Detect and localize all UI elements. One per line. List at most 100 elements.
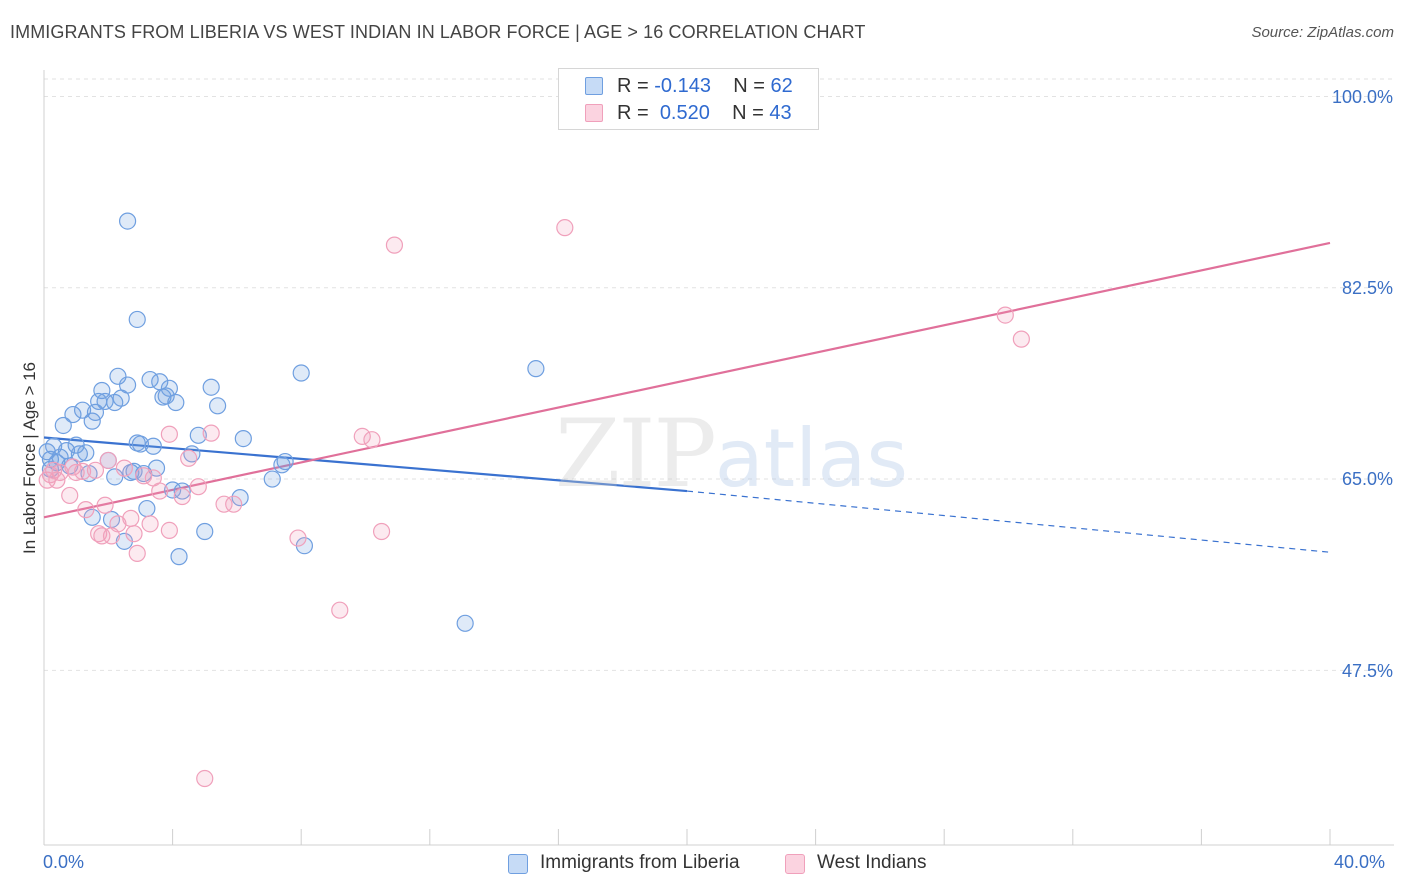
- zipatlas-watermark: ZIPatlas: [555, 400, 908, 509]
- point-west-indians-5: [61, 486, 79, 505]
- point-west-indians-7: [67, 463, 85, 482]
- legend-label-liberia: Immigrants from Liberia: [540, 852, 740, 873]
- point-west-indians-42: [1012, 330, 1030, 348]
- legend-swatch-liberia: [585, 77, 603, 95]
- point-west-indians-9: [77, 501, 95, 519]
- point-west-indians-12: [93, 527, 111, 545]
- chart-title: IMMIGRANTS FROM LIBERIA VS WEST INDIAN I…: [10, 22, 866, 42]
- point-liberia-3: [45, 437, 63, 455]
- legend-n-label-west-indians: N =: [732, 102, 764, 124]
- point-liberia-55: [263, 470, 281, 488]
- point-liberia-43: [160, 379, 178, 397]
- point-west-indians-41: [996, 306, 1014, 324]
- y-axis-title: In Labor Force | Age > 16: [20, 361, 39, 555]
- point-liberia-6: [54, 416, 72, 435]
- point-liberia-56: [276, 452, 294, 471]
- point-west-indians-40: [556, 219, 574, 237]
- point-west-indians-31: [202, 424, 220, 442]
- legend-swatch-liberia-bottom: [508, 854, 528, 874]
- y-tick-label-82-5: 82.5%: [1341, 278, 1393, 298]
- point-west-indians-35: [331, 601, 349, 619]
- trend-line-west-indians: [43, 241, 1331, 519]
- point-liberia-29: [118, 376, 137, 394]
- point-west-indians-24: [151, 482, 169, 500]
- point-west-indians-10: [86, 461, 105, 479]
- point-liberia-51: [202, 378, 220, 396]
- watermark-atlas: atlas: [714, 412, 909, 505]
- point-west-indians-22: [141, 515, 159, 533]
- point-liberia-46: [170, 548, 188, 566]
- legend-r-label-liberia: R =: [617, 75, 649, 97]
- point-west-indians-29: [189, 478, 207, 496]
- watermark-zip: ZIP: [555, 400, 717, 509]
- point-liberia-15: [83, 412, 101, 430]
- point-liberia-13: [77, 444, 95, 462]
- point-liberia-23: [106, 468, 124, 486]
- point-liberia-19: [93, 381, 111, 400]
- point-west-indians-30: [196, 769, 214, 788]
- stats-legend: R = -0.143 N = 62 R = 0.520 N = 43: [558, 68, 819, 130]
- point-west-indians-0: [38, 471, 56, 489]
- legend-label-west-indians: West Indians: [817, 852, 927, 873]
- point-liberia-17: [86, 403, 105, 421]
- point-west-indians-20: [128, 544, 146, 562]
- legend-r-value-liberia: -0.143: [654, 75, 711, 97]
- point-west-indians-28: [180, 449, 198, 467]
- point-west-indians-27: [173, 487, 191, 506]
- point-west-indians-16: [109, 515, 127, 533]
- point-west-indians-26: [160, 425, 178, 443]
- point-liberia-33: [128, 310, 146, 329]
- point-west-indians-36: [353, 427, 371, 446]
- point-liberia-38: [144, 437, 162, 455]
- point-west-indians-34: [289, 529, 307, 547]
- point-west-indians-14: [99, 451, 117, 470]
- legend-swatch-west-indians: [585, 104, 603, 122]
- point-west-indians-19: [125, 525, 143, 543]
- point-west-indians-2: [45, 461, 63, 479]
- legend-r-label-west-indians: R =: [617, 102, 649, 124]
- x-tick-label-max: 40.0%: [1334, 852, 1386, 872]
- point-liberia-61: [527, 360, 545, 378]
- y-tick-label-100: 100.0%: [1331, 87, 1393, 107]
- point-west-indians-25: [160, 521, 178, 540]
- x-tick-label-min: 0.0%: [43, 852, 85, 872]
- chart-source: Source: ZipAtlas.com: [1251, 24, 1394, 41]
- point-west-indians-18: [122, 509, 140, 527]
- point-west-indians-33: [225, 495, 243, 513]
- point-west-indians-13: [96, 496, 114, 514]
- legend-swatch-west-indians-bottom: [785, 854, 805, 874]
- point-liberia-9: [64, 405, 82, 424]
- point-west-indians-32: [215, 495, 233, 513]
- point-liberia-52: [209, 397, 227, 415]
- point-west-indians-6: [64, 458, 82, 476]
- series-legend: Immigrants from Liberia West Indians: [0, 852, 1406, 878]
- legend-n-label-liberia: N =: [733, 75, 765, 97]
- legend-r-value-west-indians: 0.520: [659, 102, 710, 124]
- trend-line-liberia: [43, 436, 688, 493]
- point-liberia-12: [73, 401, 92, 419]
- point-liberia-36: [138, 499, 156, 518]
- point-liberia-50: [196, 522, 214, 541]
- point-liberia-60: [456, 614, 474, 632]
- point-west-indians-39: [385, 236, 404, 254]
- point-west-indians-8: [73, 462, 92, 480]
- point-liberia-57: [273, 456, 291, 474]
- point-liberia-47: [173, 482, 191, 500]
- point-liberia-39: [147, 459, 166, 477]
- point-liberia-25: [109, 367, 127, 385]
- point-liberia-54: [234, 429, 252, 448]
- point-liberia-28: [118, 212, 137, 230]
- y-tick-label-47-5: 47.5%: [1341, 661, 1393, 681]
- trend-line-liberia-extension: [686, 490, 1331, 553]
- legend-n-value-liberia: 62: [770, 75, 793, 97]
- point-west-indians-38: [372, 522, 391, 541]
- point-liberia-45: [167, 393, 185, 412]
- point-west-indians-37: [363, 431, 381, 449]
- legend-n-value-west-indians: 43: [769, 102, 792, 124]
- point-liberia-49: [189, 426, 207, 444]
- point-liberia-34: [131, 435, 150, 453]
- point-liberia-58: [292, 364, 310, 382]
- point-west-indians-17: [115, 459, 133, 477]
- y-tick-label-65: 65.0%: [1341, 469, 1393, 489]
